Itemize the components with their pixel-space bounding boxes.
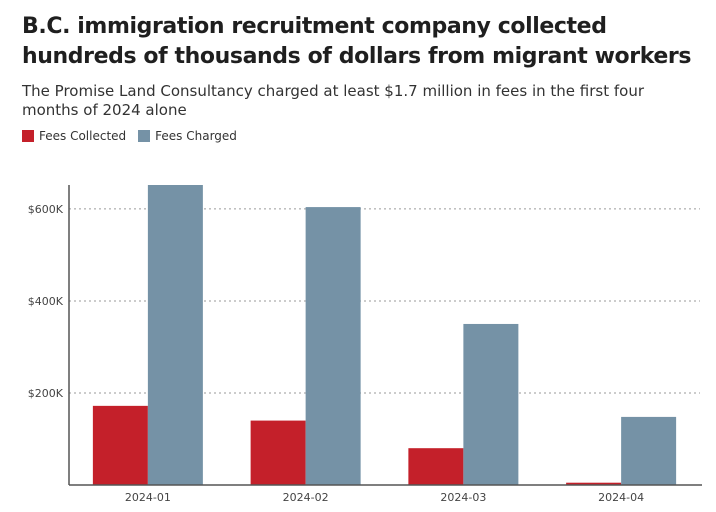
- x-tick-label: 2024-01: [125, 491, 171, 504]
- legend: Fees Collected Fees Charged: [22, 129, 249, 143]
- legend-label-fees-collected: Fees Collected: [39, 129, 127, 143]
- bar-fees-collected-2024-02: [250, 420, 306, 485]
- legend-label-fees-charged: Fees Charged: [155, 129, 237, 143]
- legend-swatch-fees-collected: [22, 130, 34, 142]
- y-tick-label: $600K: [28, 203, 64, 216]
- bar-fees-charged-2024-01: [147, 185, 203, 485]
- bar-fees-collected-2024-01: [92, 405, 148, 485]
- legend-item-fees-charged: Fees Charged: [138, 129, 237, 143]
- x-tick-label: 2024-04: [598, 491, 644, 504]
- chart-subtitle: The Promise Land Consultancy charged at …: [22, 82, 645, 119]
- legend-item-fees-collected: Fees Collected: [22, 129, 126, 143]
- x-tick-label: 2024-03: [440, 491, 486, 504]
- x-tick-label: 2024-02: [283, 491, 329, 504]
- bar-fees-collected-2024-03: [408, 448, 464, 485]
- y-tick-label: $400K: [28, 295, 64, 308]
- chart-title: B.C. immigration recruitment company col…: [22, 14, 692, 69]
- y-tick-label: $200K: [28, 387, 64, 400]
- bar-fees-charged-2024-02: [305, 207, 361, 486]
- bar-fees-charged-2024-03: [463, 323, 519, 485]
- axes: $200K $400K $600K 2024-01 2024-02 2024-03 2024…: [28, 185, 702, 504]
- bar-fees-collected-2024-04: [566, 482, 622, 485]
- bars: [92, 185, 677, 486]
- bar-fees-charged-2024-04: [621, 416, 677, 485]
- legend-swatch-fees-charged: [138, 130, 151, 142]
